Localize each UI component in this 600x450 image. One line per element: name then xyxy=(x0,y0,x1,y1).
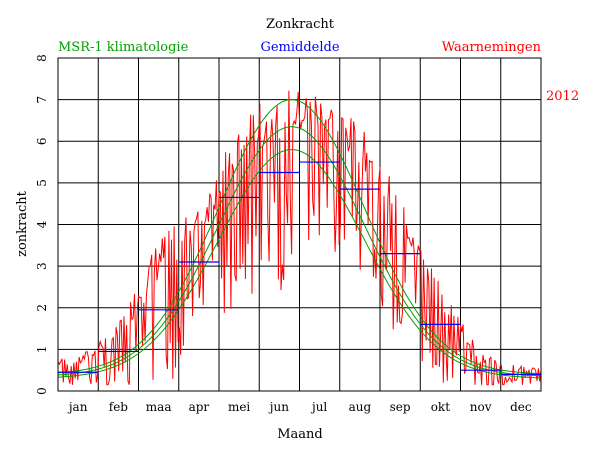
average-series xyxy=(58,161,541,375)
y-tick-label: 0 xyxy=(35,387,49,395)
x-tick-label: jan xyxy=(67,400,88,414)
plot-frame xyxy=(57,57,542,392)
climatology-curve xyxy=(57,149,542,379)
climatology-curve xyxy=(57,126,542,377)
x-tick-labels: jan feb maa apr mei jun jul aug sep okt nov dec xyxy=(67,400,532,414)
y-tick-label: 7 xyxy=(35,96,49,104)
x-axis-label: Maand xyxy=(277,427,323,442)
y-tick-label: 2 xyxy=(35,304,49,312)
chart-title: Zonkracht xyxy=(266,17,335,32)
x-tick-label: mei xyxy=(228,400,250,414)
x-tick-label: okt xyxy=(431,400,450,414)
x-tick-label: dec xyxy=(510,400,532,414)
y-tick-labels: 0 1 2 3 4 5 6 7 8 xyxy=(35,54,49,395)
y-tick-label: 3 xyxy=(35,262,49,270)
y-tick-label: 1 xyxy=(35,346,49,354)
x-tick-label: jul xyxy=(310,400,327,414)
climatology-curve xyxy=(57,99,542,375)
y-tick-label: 4 xyxy=(35,220,49,228)
y-tick-label: 6 xyxy=(35,137,49,145)
x-tick-label: jun xyxy=(268,400,289,414)
x-tick-label: sep xyxy=(390,400,411,414)
x-tick-label: maa xyxy=(146,400,172,414)
y-tick-label: 5 xyxy=(35,179,49,187)
climatology-series xyxy=(57,99,542,379)
legend-average: Gemiddelde xyxy=(260,40,339,55)
x-tick-label: apr xyxy=(189,400,210,414)
y-axis-label: zonkracht xyxy=(15,190,30,257)
year-label: 2012 xyxy=(546,89,579,104)
legend-climatology: MSR-1 klimatologie xyxy=(58,40,189,55)
legend-observations: Waarnemingen xyxy=(442,40,542,55)
x-tick-label: feb xyxy=(109,400,129,414)
x-tick-label: aug xyxy=(349,400,372,414)
y-tick-label: 8 xyxy=(35,54,49,62)
x-tick-label: nov xyxy=(470,400,492,414)
